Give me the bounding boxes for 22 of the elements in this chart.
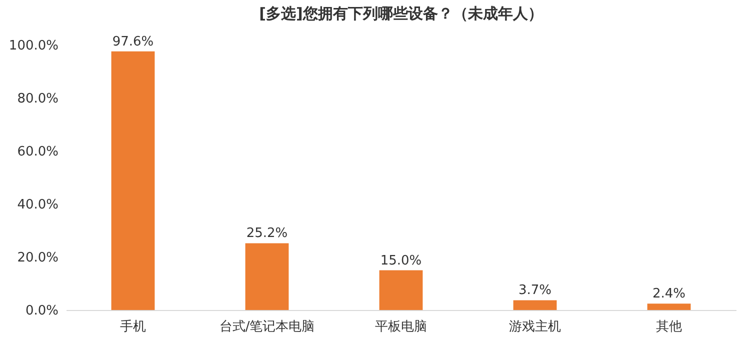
bar bbox=[647, 304, 691, 310]
data-label: 25.2% bbox=[246, 226, 288, 242]
data-label: 2.4% bbox=[652, 286, 686, 302]
y-tick-label: 20.0% bbox=[17, 250, 58, 266]
y-tick-label: 60.0% bbox=[17, 144, 58, 160]
data-label: 97.6% bbox=[112, 34, 154, 50]
y-tick-label: 0.0% bbox=[25, 304, 58, 318]
y-tick-label: 40.0% bbox=[17, 198, 58, 212]
data-label: 15.0% bbox=[380, 253, 422, 268]
bar bbox=[111, 51, 155, 310]
y-tick-label: 100.0% bbox=[8, 38, 58, 54]
chart-title: [多选]您拥有下列哪些设备？（未成年人） bbox=[259, 4, 543, 22]
bar bbox=[513, 300, 557, 310]
data-label: 3.7% bbox=[518, 283, 552, 298]
y-tick-label: 80.0% bbox=[17, 92, 58, 106]
x-tick-label: 游戏主机 bbox=[509, 318, 561, 334]
bar bbox=[379, 270, 423, 310]
x-tick-label: 平板电脑 bbox=[375, 320, 427, 334]
bar bbox=[245, 243, 289, 310]
x-tick-label: 手机 bbox=[120, 320, 146, 334]
x-tick-label: 其他 bbox=[656, 320, 682, 334]
x-tick-label: 台式/笔记本电脑 bbox=[219, 320, 315, 334]
